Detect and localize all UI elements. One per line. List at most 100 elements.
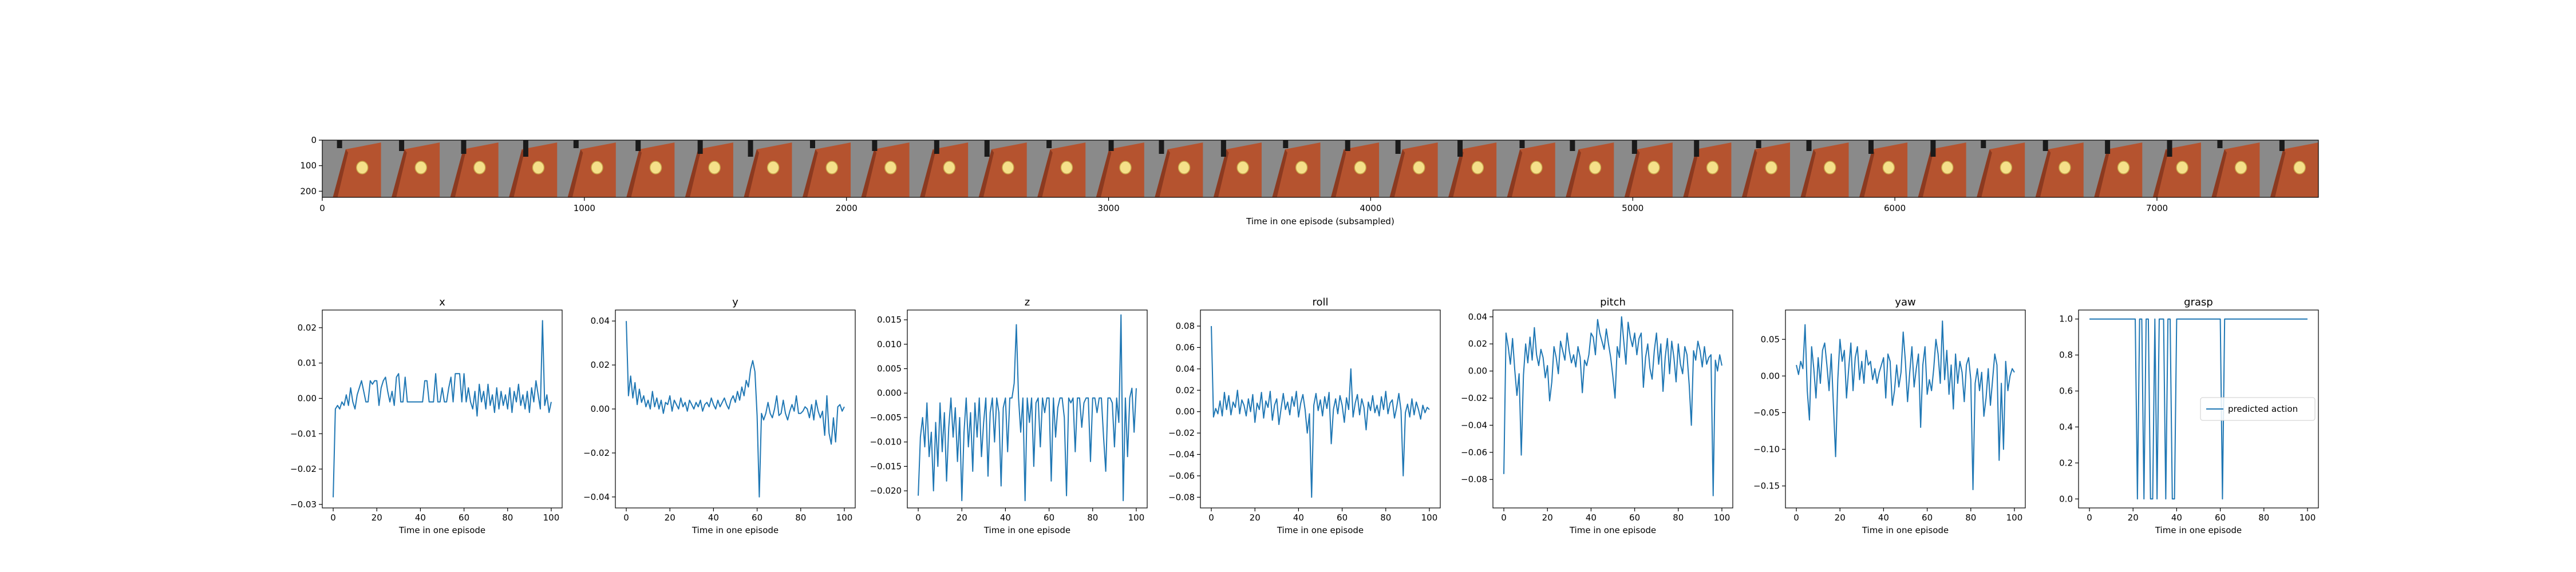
y-tick-label: −0.04 — [583, 492, 610, 502]
x-axis-label: Time in one episode — [1277, 525, 1364, 535]
gripper-arm — [1108, 140, 1114, 151]
y-tick-label: 0.6 — [2059, 386, 2073, 396]
cloth-edge — [450, 149, 466, 197]
chart-x: 0 20 40 60 80 100 −0.03 −0.02 −0.01 0.00 0.01 0.02 x… — [290, 296, 563, 535]
x-tick-label: 60 — [1044, 513, 1054, 523]
ball — [1530, 161, 1543, 174]
ball — [1413, 161, 1425, 174]
legend-box — [2200, 397, 2316, 421]
ball — [2176, 161, 2188, 174]
y-tick-label: −0.010 — [870, 437, 902, 447]
episode-frame — [1789, 140, 1850, 197]
chart-title: grasp — [2184, 296, 2213, 308]
gripper-arm — [1283, 140, 1289, 148]
series-line — [333, 320, 552, 498]
y-tick-label: 0.2 — [2059, 458, 2073, 468]
filmstrip-x-tick-label: 6000 — [1884, 203, 1906, 213]
ball — [1941, 161, 1954, 174]
ball — [2000, 161, 2013, 174]
y-tick-label: 0.01 — [298, 358, 317, 368]
x-tick-label: 100 — [836, 513, 853, 523]
y-tick-label: −0.04 — [1168, 449, 1195, 459]
cloth-edge — [1389, 149, 1405, 197]
ball — [1236, 161, 1249, 174]
y-tick-label: −0.02 — [1168, 428, 1195, 438]
x-tick-label: 60 — [2215, 513, 2226, 523]
y-tick-label: −0.10 — [1753, 444, 1780, 454]
x-tick-label: 40 — [1878, 513, 1889, 523]
cloth-edge — [392, 149, 407, 197]
cloth-edge — [2270, 149, 2286, 197]
episode-frame — [1085, 140, 1145, 197]
legend: predicted action — [2200, 397, 2316, 421]
filmstrip-y-tick-label: 200 — [300, 186, 317, 196]
cloth-edge — [1800, 149, 1816, 197]
filmstrip-y-tick-label: 0 — [311, 135, 317, 145]
chart-roll: 0 20 40 60 80 100 −0.08 −0.06 −0.04 −0.02 0.00 0.02… — [1168, 296, 1441, 535]
x-tick-label: 20 — [2128, 513, 2139, 523]
episode-frame — [792, 140, 851, 197]
y-tick-label: −0.02 — [1461, 393, 1487, 403]
ball — [1060, 161, 1073, 174]
gripper-arm — [573, 140, 579, 148]
gripper-arm — [1981, 140, 1986, 148]
x-tick-label: 100 — [1128, 513, 1145, 523]
episode-frame — [733, 140, 792, 197]
x-tick-label: 40 — [1586, 513, 1597, 523]
x-tick-label: 60 — [1629, 513, 1640, 523]
episode-frame — [851, 140, 910, 197]
y-tick-label: 0.00 — [591, 404, 610, 414]
gripper-arm — [1395, 140, 1401, 154]
ball — [1647, 161, 1660, 174]
y-tick-label: −0.08 — [1168, 492, 1195, 502]
filmstrip-y-tick-label: 100 — [300, 161, 317, 171]
ball — [591, 161, 603, 174]
episode-frame — [1320, 140, 1380, 197]
gripper-arm — [2105, 140, 2111, 154]
filmstrip-x-tick-label: 2000 — [836, 203, 858, 213]
y-tick-label: −0.08 — [1461, 474, 1487, 484]
plot-frame — [615, 309, 856, 509]
gripper-arm — [1631, 140, 1637, 154]
x-tick-label: 20 — [372, 513, 382, 523]
episode-frame — [2142, 140, 2202, 197]
episode-frame — [615, 140, 675, 197]
cloth-edge — [1859, 149, 1875, 197]
y-tick-label: 0.00 — [1761, 371, 1780, 381]
x-tick-label: 60 — [1337, 513, 1348, 523]
ball — [2293, 161, 2306, 174]
episode-frame — [498, 140, 558, 197]
ball — [1589, 161, 1602, 174]
x-tick-label: 60 — [1922, 513, 1933, 523]
chart-pitch: 0 20 40 60 80 100 −0.08 −0.06 −0.04 −0.02 0.00 0.02… — [1461, 296, 1733, 535]
x-tick-label: 20 — [665, 513, 675, 523]
cloth-edge — [333, 149, 349, 197]
cloth-edge — [2211, 149, 2227, 197]
y-tick-label: 0.8 — [2059, 350, 2073, 360]
x-tick-label: 0 — [915, 513, 921, 523]
y-tick-label: 0.00 — [1176, 407, 1195, 417]
y-tick-label: −0.04 — [1461, 420, 1487, 430]
ball — [1119, 161, 1132, 174]
filmstrip-frame-border — [322, 140, 2319, 198]
episode-frame — [674, 140, 734, 197]
gripper-arm — [984, 140, 990, 157]
y-tick-label: −0.015 — [870, 461, 902, 471]
episode-frame — [1261, 140, 1321, 197]
x-tick-label: 80 — [1965, 513, 1976, 523]
y-tick-label: 0.04 — [1468, 312, 1487, 322]
episode-frame — [1026, 140, 1086, 197]
cloth-edge — [685, 149, 701, 197]
x-tick-label: 100 — [1714, 513, 1730, 523]
y-tick-label: 0.0 — [2059, 494, 2073, 504]
gripper-arm — [399, 140, 405, 151]
filmstrip-frames — [322, 140, 2319, 197]
x-tick-label: 100 — [1421, 513, 1438, 523]
ball — [943, 161, 956, 174]
ball — [2117, 161, 2130, 174]
x-axis-label: Time in one episode — [692, 525, 779, 535]
ball — [1002, 161, 1014, 174]
cloth-edge — [1213, 149, 1229, 197]
y-tick-label: −0.02 — [290, 464, 317, 474]
